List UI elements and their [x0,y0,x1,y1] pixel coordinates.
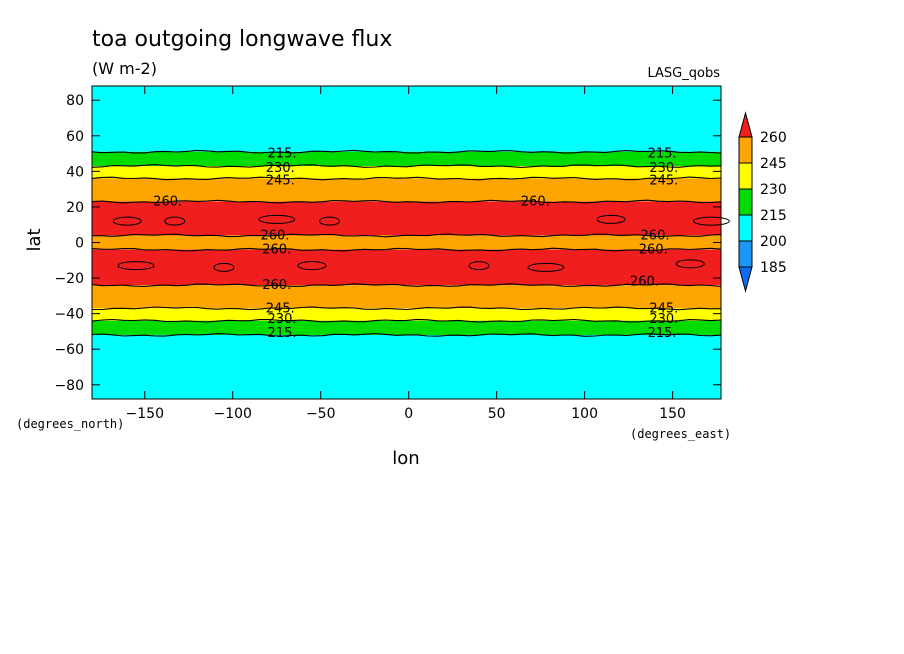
y-tick-label-0: 80 [66,93,84,109]
contour-line-7 [92,306,722,311]
x-axis: −150 −100 −50 0 50 100 150 [126,86,686,422]
chart-units: (W m-2) [92,59,157,78]
contour-line-6 [91,283,722,288]
contour-band-4 [92,201,721,236]
contour-lines [91,149,730,337]
contour-line-9 [91,333,722,337]
y-tick-label-2: 40 [66,164,84,180]
contour-line-5 [91,247,722,252]
contour-label-16: 260. [630,275,659,290]
y-tick-label-3: 20 [66,200,84,216]
colorbar-label-3: 215 [760,208,787,224]
contour-closed-0 [164,216,186,226]
x-tick-label-6: 150 [659,406,686,422]
contour-closed-8 [117,261,155,271]
x-axis-label: lon [392,448,419,469]
y-tick-label-5: −20 [54,271,84,287]
y-tick-label-4: 0 [75,236,84,252]
filled-contour-bands [92,86,721,399]
contour-label-15: 260. [639,243,668,258]
contour-closed-5 [692,216,730,226]
contour-label-4: 260. [261,228,290,243]
x-tick-label-1: −100 [214,406,252,422]
x-axis-units: (degrees_east) [630,427,731,441]
y-axis: 80 60 40 20 0 −20 −40 −60 −80 [54,93,721,394]
contour-label-13: 260. [521,195,550,210]
contour-line-3 [91,199,722,204]
y-axis-units: (degrees_north) [16,417,124,431]
contour-label-17: 245. [649,301,678,316]
contour-band-10 [92,334,721,399]
colorbar-label-5: 185 [760,260,787,276]
contour-closed-11 [527,262,565,272]
contour-label-1: 230. [266,161,295,176]
colorbar-label-0: 260 [760,130,787,146]
y-tick-label-7: −60 [54,342,84,358]
chart-title: toa outgoing longwave flux [92,27,392,52]
colorbar-label-1: 245 [760,156,787,172]
contour-labels: 215.230.245.260.260.260.260.245.230.215.… [153,147,678,342]
plot-area: 215.230.245.260.260.260.260.245.230.215.… [91,85,730,400]
contour-closed-6 [213,262,235,272]
contour-label-7: 245. [266,301,295,316]
colorbar-segment-4 [738,240,753,268]
contour-band-8 [92,308,721,321]
contour-label-11: 230. [649,161,678,176]
contour-band-0 [92,86,721,152]
colorbar-segment-2 [738,188,753,216]
y-axis-label: lat [24,228,45,251]
contour-band-6 [92,249,721,286]
colorbar-label-4: 200 [760,234,787,250]
contour-label-12: 245. [649,173,678,188]
colorbar-segment-1 [738,162,753,190]
contour-label-0: 215. [268,147,297,162]
y-tick-label-6: −40 [54,307,84,323]
contour-line-4 [92,233,722,238]
colorbar-label-2: 230 [760,182,787,198]
colorbar-segment-0 [738,136,753,164]
contour-label-3: 260. [153,195,182,210]
contour-closed-4 [596,214,626,224]
contour-closed-2 [258,214,296,224]
x-tick-label-0: −150 [126,406,164,422]
contour-label-8: 230. [268,312,297,327]
contour-band-7 [92,285,721,309]
contour-label-14: 260. [641,228,670,243]
contour-line-2 [91,176,722,181]
contour-label-19: 215. [648,326,677,341]
contour-label-2: 245. [266,173,295,188]
contour-label-10: 215. [648,147,677,162]
colorbar-bottom-triangle [738,266,753,293]
contour-label-5: 260. [262,243,291,258]
x-tick-label-5: 100 [571,406,598,422]
colorbar: 260 245 230 215 200 185 [738,111,787,293]
contour-line-8 [91,318,722,323]
contour-band-3 [92,178,721,202]
contour-closed-1 [112,216,142,226]
contour-band-1 [92,151,721,167]
contour-label-18: 230. [649,312,678,327]
contour-line-0 [91,149,722,154]
contour-band-9 [92,320,721,335]
contour-line-1 [91,164,722,168]
contour-band-2 [92,166,721,179]
colorbar-segment-3 [738,214,753,242]
x-tick-label-3: 0 [404,406,413,422]
contour-label-6: 260. [262,278,291,293]
contour-closed-3 [319,216,341,226]
chart-source: LASG_qobs [648,66,721,81]
colorbar-top-triangle [738,111,753,138]
y-tick-label-8: −80 [54,378,84,394]
x-tick-label-2: −50 [306,406,336,422]
contour-band-5 [92,235,721,250]
x-tick-label-4: 50 [488,406,506,422]
contour-label-9: 215. [268,326,297,341]
contour-closed-7 [297,261,327,271]
contour-closed-9 [468,261,490,271]
contour-closed-10 [675,259,705,269]
y-tick-label-1: 60 [66,129,84,145]
